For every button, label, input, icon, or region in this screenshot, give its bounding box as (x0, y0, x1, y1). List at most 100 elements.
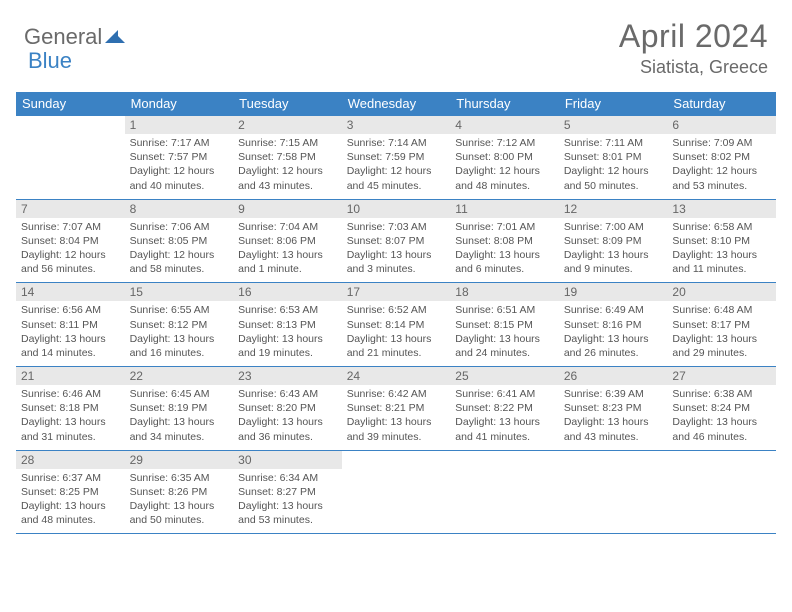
day-cell: 29Sunrise: 6:35 AMSunset: 8:26 PMDayligh… (125, 451, 234, 534)
day-number: 27 (667, 367, 776, 385)
day-cell: 28Sunrise: 6:37 AMSunset: 8:25 PMDayligh… (16, 451, 125, 534)
dow-saturday: Saturday (667, 92, 776, 116)
day-ss: Sunset: 8:21 PM (347, 401, 446, 415)
day-number: 28 (16, 451, 125, 469)
day-cell: 4Sunrise: 7:12 AMSunset: 8:00 PMDaylight… (450, 116, 559, 199)
day-body: Sunrise: 7:01 AMSunset: 8:08 PMDaylight:… (450, 218, 559, 283)
day-cell: 14Sunrise: 6:56 AMSunset: 8:11 PMDayligh… (16, 283, 125, 366)
day-sr: Sunrise: 6:49 AM (564, 303, 663, 317)
day-sr: Sunrise: 6:55 AM (130, 303, 229, 317)
day-d2: and 53 minutes. (238, 513, 337, 527)
day-number: 2 (233, 116, 342, 134)
day-sr: Sunrise: 7:15 AM (238, 136, 337, 150)
day-d2: and 24 minutes. (455, 346, 554, 360)
day-number: 8 (125, 200, 234, 218)
day-d2: and 29 minutes. (672, 346, 771, 360)
day-cell: 5Sunrise: 7:11 AMSunset: 8:01 PMDaylight… (559, 116, 668, 199)
brand-triangle-icon (105, 27, 125, 48)
day-body: Sunrise: 6:55 AMSunset: 8:12 PMDaylight:… (125, 301, 234, 366)
day-cell (450, 451, 559, 534)
day-sr: Sunrise: 7:01 AM (455, 220, 554, 234)
day-cell: 24Sunrise: 6:42 AMSunset: 8:21 PMDayligh… (342, 367, 451, 450)
day-d1: Daylight: 13 hours (130, 415, 229, 429)
day-number: 11 (450, 200, 559, 218)
day-body: Sunrise: 7:03 AMSunset: 8:07 PMDaylight:… (342, 218, 451, 283)
day-d1: Daylight: 13 hours (672, 415, 771, 429)
day-d1: Daylight: 13 hours (455, 248, 554, 262)
day-d2: and 21 minutes. (347, 346, 446, 360)
day-number: 26 (559, 367, 668, 385)
day-ss: Sunset: 8:01 PM (564, 150, 663, 164)
page-header: General April 2024 Siatista, Greece (0, 0, 792, 88)
day-d1: Daylight: 12 hours (347, 164, 446, 178)
day-d1: Daylight: 12 hours (564, 164, 663, 178)
day-sr: Sunrise: 7:17 AM (130, 136, 229, 150)
day-d1: Daylight: 12 hours (130, 164, 229, 178)
days-of-week-row: Sunday Monday Tuesday Wednesday Thursday… (16, 92, 776, 116)
day-body: Sunrise: 6:43 AMSunset: 8:20 PMDaylight:… (233, 385, 342, 450)
day-ss: Sunset: 7:59 PM (347, 150, 446, 164)
day-d2: and 53 minutes. (672, 179, 771, 193)
day-number: 14 (16, 283, 125, 301)
day-sr: Sunrise: 7:00 AM (564, 220, 663, 234)
day-d2: and 43 minutes. (564, 430, 663, 444)
day-body: Sunrise: 6:41 AMSunset: 8:22 PMDaylight:… (450, 385, 559, 450)
day-ss: Sunset: 8:08 PM (455, 234, 554, 248)
day-number: 10 (342, 200, 451, 218)
day-cell: 22Sunrise: 6:45 AMSunset: 8:19 PMDayligh… (125, 367, 234, 450)
day-number: 25 (450, 367, 559, 385)
day-body: Sunrise: 7:11 AMSunset: 8:01 PMDaylight:… (559, 134, 668, 199)
day-d1: Daylight: 13 hours (130, 332, 229, 346)
day-d1: Daylight: 13 hours (347, 332, 446, 346)
week-row: 21Sunrise: 6:46 AMSunset: 8:18 PMDayligh… (16, 367, 776, 451)
day-body: Sunrise: 7:17 AMSunset: 7:57 PMDaylight:… (125, 134, 234, 199)
day-body: Sunrise: 7:07 AMSunset: 8:04 PMDaylight:… (16, 218, 125, 283)
day-d2: and 11 minutes. (672, 262, 771, 276)
day-sr: Sunrise: 6:39 AM (564, 387, 663, 401)
day-number: 7 (16, 200, 125, 218)
day-sr: Sunrise: 6:51 AM (455, 303, 554, 317)
day-d1: Daylight: 13 hours (238, 332, 337, 346)
day-body: Sunrise: 6:52 AMSunset: 8:14 PMDaylight:… (342, 301, 451, 366)
day-cell: 2Sunrise: 7:15 AMSunset: 7:58 PMDaylight… (233, 116, 342, 199)
day-ss: Sunset: 8:05 PM (130, 234, 229, 248)
day-cell (559, 451, 668, 534)
day-body: Sunrise: 6:45 AMSunset: 8:19 PMDaylight:… (125, 385, 234, 450)
day-ss: Sunset: 8:15 PM (455, 318, 554, 332)
day-cell: 21Sunrise: 6:46 AMSunset: 8:18 PMDayligh… (16, 367, 125, 450)
day-number: 12 (559, 200, 668, 218)
day-cell (342, 451, 451, 534)
day-number: 15 (125, 283, 234, 301)
day-d1: Daylight: 13 hours (672, 332, 771, 346)
day-d2: and 6 minutes. (455, 262, 554, 276)
day-cell: 30Sunrise: 6:34 AMSunset: 8:27 PMDayligh… (233, 451, 342, 534)
dow-wednesday: Wednesday (342, 92, 451, 116)
day-cell: 8Sunrise: 7:06 AMSunset: 8:05 PMDaylight… (125, 200, 234, 283)
day-number: 1 (125, 116, 234, 134)
day-body: Sunrise: 6:34 AMSunset: 8:27 PMDaylight:… (233, 469, 342, 534)
day-sr: Sunrise: 7:07 AM (21, 220, 120, 234)
day-body: Sunrise: 6:51 AMSunset: 8:15 PMDaylight:… (450, 301, 559, 366)
day-sr: Sunrise: 6:42 AM (347, 387, 446, 401)
brand-name-part1: General (24, 24, 102, 50)
day-cell (667, 451, 776, 534)
day-d2: and 3 minutes. (347, 262, 446, 276)
day-number: 23 (233, 367, 342, 385)
week-row: 1Sunrise: 7:17 AMSunset: 7:57 PMDaylight… (16, 116, 776, 200)
day-number: 13 (667, 200, 776, 218)
calendar-grid: Sunday Monday Tuesday Wednesday Thursday… (16, 92, 776, 534)
day-body: Sunrise: 7:12 AMSunset: 8:00 PMDaylight:… (450, 134, 559, 199)
day-ss: Sunset: 8:04 PM (21, 234, 120, 248)
day-ss: Sunset: 7:58 PM (238, 150, 337, 164)
day-d1: Daylight: 13 hours (564, 332, 663, 346)
day-ss: Sunset: 8:13 PM (238, 318, 337, 332)
brand-name-part2: Blue (28, 48, 72, 73)
day-number: 17 (342, 283, 451, 301)
day-d2: and 36 minutes. (238, 430, 337, 444)
dow-thursday: Thursday (450, 92, 559, 116)
day-cell: 6Sunrise: 7:09 AMSunset: 8:02 PMDaylight… (667, 116, 776, 199)
day-cell: 7Sunrise: 7:07 AMSunset: 8:04 PMDaylight… (16, 200, 125, 283)
dow-tuesday: Tuesday (233, 92, 342, 116)
day-body: Sunrise: 6:39 AMSunset: 8:23 PMDaylight:… (559, 385, 668, 450)
day-d2: and 1 minute. (238, 262, 337, 276)
